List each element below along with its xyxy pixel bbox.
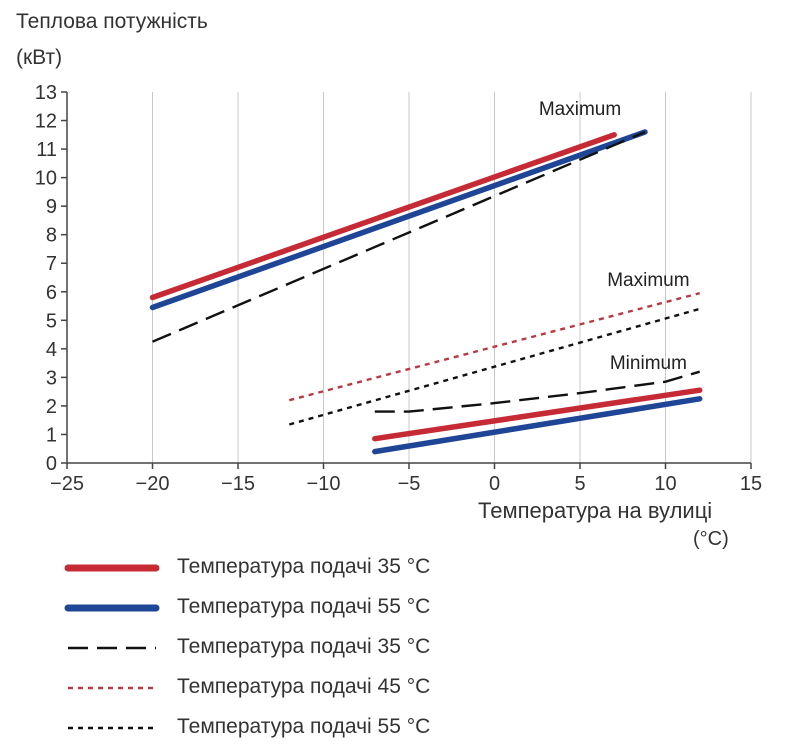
y-tick-label: 4	[46, 339, 57, 361]
annotation-label: Minimum	[610, 353, 687, 374]
legend-swatch	[68, 686, 156, 690]
y-tick-label: 1	[46, 424, 57, 446]
x-axis-unit: (°C)	[693, 528, 729, 550]
legend-label: Температура подачі 35 °C	[177, 635, 431, 658]
y-tick-label: 10	[35, 168, 57, 190]
series-line	[288, 307, 701, 426]
y-tick-label: 9	[46, 196, 57, 218]
series-line	[149, 132, 617, 301]
series-line	[288, 292, 701, 402]
legend: Температура подачі 35 °C Температура под…	[62, 552, 562, 752]
y-axis-unit: (кВт)	[16, 46, 63, 69]
x-tick-label: 0	[489, 473, 500, 495]
x-tick-label: −25	[50, 473, 84, 495]
series-line	[152, 130, 646, 343]
legend-swatch	[68, 726, 156, 730]
series-line	[149, 129, 648, 311]
legend-label: Температура подачі 45 °C	[177, 675, 431, 698]
legend-label: Температура подачі 55 °C	[177, 715, 431, 738]
x-tick-label: 5	[574, 473, 585, 495]
legend-swatch	[64, 604, 160, 612]
x-tick-label: 15	[740, 473, 762, 495]
legend-label: Температура подачі 55 °C	[177, 595, 431, 618]
x-axis-title: Температура на вулиці	[478, 498, 713, 523]
y-tick-label: 8	[46, 225, 57, 247]
legend-item: Температура подачі 45 °C	[62, 672, 562, 712]
legend-item: Температура подачі 55 °C	[62, 592, 562, 632]
y-tick-label: 3	[46, 367, 57, 389]
y-tick-label: 5	[46, 310, 57, 332]
legend-item: Температура подачі 35 °C	[62, 632, 562, 672]
y-tick-label: 12	[35, 111, 57, 133]
legend-item: Температура подачі 55 °C	[62, 712, 562, 752]
legend-swatch	[64, 564, 160, 572]
series-line	[372, 387, 703, 442]
y-axis-title: Теплова потужність	[16, 10, 208, 33]
y-tick-label: 6	[46, 282, 57, 304]
y-tick-label: 7	[46, 253, 57, 275]
legend-label: Температура подачі 35 °C	[177, 555, 431, 578]
x-tick-label: −10	[307, 473, 341, 495]
x-tick-label: −20	[136, 473, 170, 495]
annotation-label: Maximum	[607, 270, 689, 291]
x-tick-label: −15	[221, 473, 255, 495]
series-line	[372, 396, 703, 455]
y-tick-label: 0	[46, 453, 57, 475]
annotation-label: Maximum	[539, 99, 621, 120]
legend-item: Температура подачі 35 °C	[62, 552, 562, 592]
x-tick-label: 10	[654, 473, 676, 495]
series-line	[374, 370, 701, 413]
y-tick-label: 2	[46, 396, 57, 418]
legend-swatch	[68, 646, 156, 650]
x-tick-label: −5	[398, 473, 421, 495]
y-tick-label: 13	[35, 82, 57, 104]
y-tick-label: 11	[36, 139, 57, 161]
